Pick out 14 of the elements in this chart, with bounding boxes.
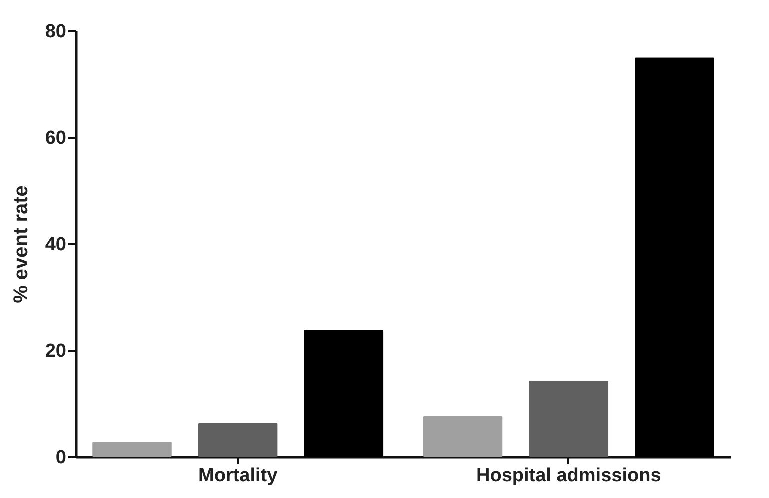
bar [92, 442, 172, 457]
y-tick-label: 80 [45, 22, 66, 42]
x-tick-label: Hospital admissions [476, 466, 662, 486]
bar [529, 380, 609, 457]
bar [423, 416, 503, 457]
x-tick-label: Mortality [198, 466, 278, 486]
bar [635, 58, 714, 457]
y-axis-title: % event rate [10, 186, 32, 304]
y-tick-label: 40 [45, 234, 66, 256]
y-tick-label: 60 [45, 128, 66, 149]
y-tick-label: 0 [56, 448, 66, 468]
bar [198, 423, 278, 457]
y-tick-label: 20 [45, 341, 66, 362]
bar [304, 330, 384, 457]
